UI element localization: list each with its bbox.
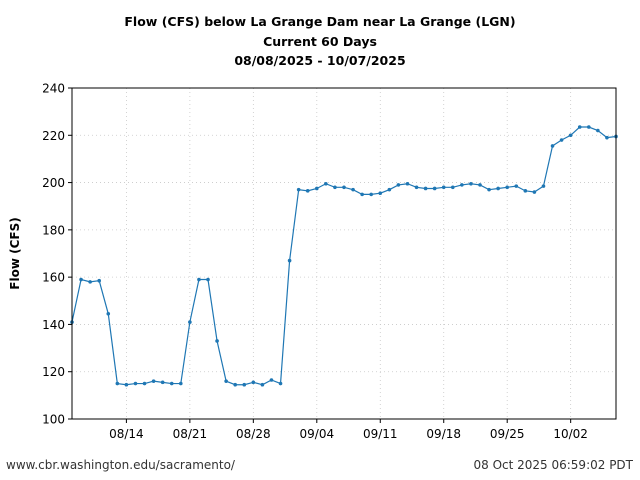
data-point bbox=[568, 133, 573, 138]
x-tick-label: 08/14 bbox=[109, 427, 144, 441]
data-point bbox=[396, 183, 401, 187]
data-point bbox=[97, 278, 101, 283]
data-point bbox=[142, 381, 147, 386]
data-point bbox=[133, 381, 138, 386]
data-point bbox=[106, 311, 111, 316]
data-point bbox=[169, 381, 174, 386]
x-tick-label: 08/21 bbox=[173, 427, 208, 441]
data-point bbox=[269, 378, 274, 382]
source-url: www.cbr.washington.edu/sacramento/ bbox=[6, 458, 235, 472]
data-point bbox=[206, 277, 210, 282]
data-point bbox=[378, 191, 383, 196]
data-point bbox=[224, 379, 228, 383]
x-axis: 08/14 08/21 08/28 09/04 09/11 09/18 09/25 10/02 bbox=[109, 419, 588, 441]
data-point bbox=[315, 186, 319, 191]
data-point bbox=[414, 185, 419, 190]
data-point bbox=[197, 277, 201, 282]
data-point bbox=[405, 181, 410, 186]
data-point bbox=[441, 185, 446, 190]
data-point bbox=[124, 382, 129, 387]
flow-line bbox=[71, 126, 617, 386]
data-point bbox=[296, 187, 301, 192]
data-point bbox=[559, 138, 564, 142]
data-point bbox=[596, 128, 600, 133]
x-tick-label: 09/11 bbox=[363, 427, 398, 441]
data-point bbox=[432, 186, 437, 191]
data-point bbox=[478, 183, 482, 187]
data-point bbox=[179, 381, 183, 386]
y-tick-label: 160 bbox=[42, 271, 65, 285]
data-point bbox=[460, 183, 464, 187]
y-axis: 100 120 140 160 180 200 220 240 bbox=[42, 82, 72, 427]
data-point bbox=[514, 184, 519, 188]
data-point bbox=[532, 190, 537, 194]
flow-series bbox=[70, 125, 618, 387]
y-tick-label: 180 bbox=[42, 223, 65, 237]
data-point bbox=[387, 187, 392, 192]
data-point bbox=[278, 381, 283, 386]
y-tick-label: 140 bbox=[42, 318, 65, 332]
data-point bbox=[188, 320, 192, 324]
data-point bbox=[115, 381, 120, 386]
data-point bbox=[487, 187, 491, 192]
data-point bbox=[333, 185, 337, 190]
data-point bbox=[242, 382, 247, 387]
data-point bbox=[451, 185, 455, 190]
data-point bbox=[160, 380, 165, 385]
data-point bbox=[351, 187, 355, 192]
data-point bbox=[79, 277, 83, 282]
x-tick-label: 08/28 bbox=[236, 427, 271, 441]
data-point bbox=[550, 144, 555, 148]
x-tick-label: 09/04 bbox=[300, 427, 335, 441]
y-tick-label: 220 bbox=[42, 129, 65, 143]
data-point bbox=[523, 189, 528, 193]
data-point bbox=[287, 258, 292, 263]
data-point bbox=[605, 135, 609, 140]
data-point bbox=[215, 339, 219, 343]
grid-lines bbox=[72, 87, 616, 420]
data-point bbox=[587, 125, 591, 129]
data-point bbox=[423, 186, 428, 191]
data-point bbox=[251, 380, 256, 385]
data-point bbox=[541, 184, 546, 188]
chart-title-line-3: 08/08/2025 - 10/07/2025 bbox=[234, 53, 406, 68]
data-point bbox=[360, 192, 364, 197]
y-tick-label: 120 bbox=[42, 365, 65, 379]
data-point bbox=[324, 181, 328, 186]
data-point bbox=[577, 125, 582, 129]
chart-title-line-2: Current 60 Days bbox=[263, 34, 377, 49]
data-point bbox=[88, 280, 92, 284]
data-point bbox=[496, 186, 500, 191]
data-point bbox=[505, 185, 510, 190]
data-point bbox=[305, 189, 310, 193]
data-point bbox=[469, 181, 473, 186]
data-point bbox=[260, 382, 265, 387]
y-tick-label: 200 bbox=[42, 176, 65, 190]
data-point bbox=[342, 185, 346, 190]
y-tick-label: 240 bbox=[42, 82, 65, 96]
x-tick-label: 10/02 bbox=[553, 427, 588, 441]
y-axis-label: Flow (CFS) bbox=[8, 217, 22, 289]
plot-frame bbox=[71, 87, 617, 420]
y-tick-label: 100 bbox=[42, 413, 65, 427]
data-point bbox=[369, 192, 374, 197]
data-point bbox=[151, 379, 156, 383]
x-tick-label: 09/18 bbox=[426, 427, 461, 441]
chart-title-line-1: Flow (CFS) below La Grange Dam near La G… bbox=[124, 14, 516, 29]
data-point bbox=[233, 382, 237, 387]
x-tick-label: 09/25 bbox=[490, 427, 525, 441]
generated-timestamp: 08 Oct 2025 06:59:02 PDT bbox=[473, 458, 633, 472]
